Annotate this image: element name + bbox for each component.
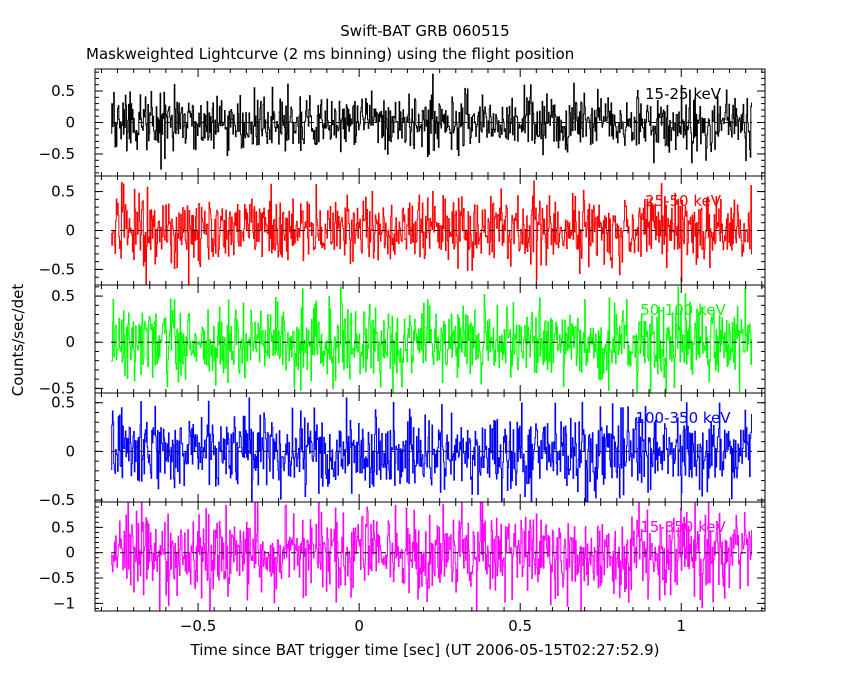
series-line-4 [111, 397, 753, 502]
y-tick-label: 0.5 [51, 287, 75, 305]
y-tick-label: 0 [65, 442, 75, 460]
band-label: 15-350 keV [640, 518, 726, 536]
panel-3: 50-100 keV 0.5 0 −0.5 [39, 284, 766, 397]
x-axis-label: Time since BAT trigger time [sec] (UT 20… [190, 641, 660, 659]
panel-5: 15-350 keV 0.5 0 −0.5 −1 [39, 501, 766, 612]
y-tick-label: −0.5 [39, 379, 75, 397]
band-label: 25-50 keV [645, 192, 722, 210]
chart-title: Swift-BAT GRB 060515 [340, 22, 509, 40]
series-line-5 [111, 502, 753, 611]
y-tick-label: 0.5 [51, 518, 75, 536]
x-tick-label: 0.5 [508, 617, 532, 635]
panel-frame [94, 501, 766, 612]
y-tick-label: 0 [65, 114, 75, 132]
band-label: 100-350 keV [635, 409, 731, 427]
y-tick-label: 0 [65, 222, 75, 240]
x-tick-label: 1 [676, 617, 686, 635]
y-tick-label: −0.5 [39, 145, 75, 163]
x-tick-label: −0.5 [180, 617, 216, 635]
panel-1: 15-25 keV 0.5 0 −0.5 [39, 68, 766, 177]
panel-4: 100-350 keV 0.5 0 −0.5 [39, 392, 766, 509]
y-tick-label: −1 [53, 594, 75, 612]
x-tick-label: 0 [354, 617, 364, 635]
y-tick-label: 0.5 [51, 183, 75, 201]
y-tick-label: 0.5 [51, 394, 75, 412]
series-line-1 [111, 73, 753, 170]
y-tick-label: −0.5 [39, 491, 75, 509]
y-tick-label: 0.5 [51, 82, 75, 100]
band-label: 50-100 keV [640, 301, 726, 319]
x-axis: −0.5 0 0.5 1 [180, 617, 686, 635]
chart-subtitle: Maskweighted Lightcurve (2 ms binning) u… [86, 45, 574, 63]
y-tick-label: 0 [65, 333, 75, 351]
series-line-2 [111, 180, 753, 285]
y-tick-label: 0 [65, 544, 75, 562]
band-label: 15-25 keV [645, 85, 722, 103]
panel-2: 25-50 keV 0.5 0 −0.5 [39, 175, 766, 286]
y-tick-label: −0.5 [39, 260, 75, 278]
y-axis-label: Counts/sec/det [9, 284, 27, 397]
y-tick-label: −0.5 [39, 569, 75, 587]
